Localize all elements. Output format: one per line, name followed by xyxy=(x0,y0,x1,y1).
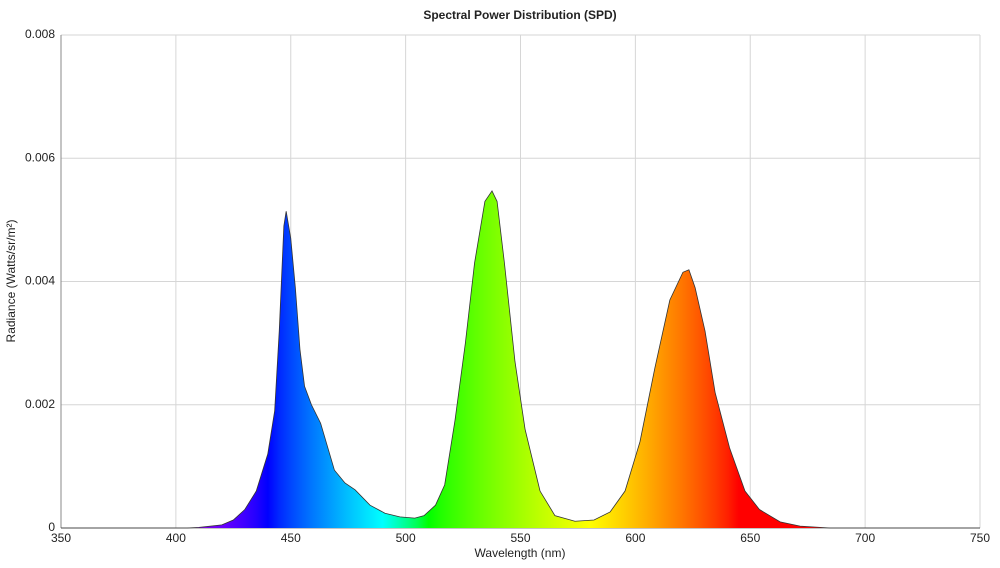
x-tick-label: 750 xyxy=(970,531,990,545)
x-tick-label: 400 xyxy=(166,531,186,545)
y-tick-label: 0.008 xyxy=(25,27,55,41)
line xyxy=(61,190,980,529)
y-tick-label: 0.006 xyxy=(25,150,55,164)
y-tick-label: 0.002 xyxy=(25,397,55,411)
y-tick-label: 0.004 xyxy=(25,274,55,288)
y-tick-label: 0 xyxy=(48,520,55,534)
x-tick-label: 500 xyxy=(396,531,416,545)
x-axis-label: Wavelength (nm) xyxy=(475,546,566,560)
x-tick-label: 700 xyxy=(855,531,875,545)
x-tick-label: 600 xyxy=(625,531,645,545)
area xyxy=(61,190,980,528)
x-tick-label: 650 xyxy=(740,531,760,545)
x-tick-label: 550 xyxy=(510,531,530,545)
x-tick-label: 450 xyxy=(281,531,301,545)
chart-title: Spectral Power Distribution (SPD) xyxy=(423,8,616,22)
x-tick-label: 350 xyxy=(51,531,71,545)
y-axis-label: Radiance (Watts/sr/m²) xyxy=(4,220,18,343)
